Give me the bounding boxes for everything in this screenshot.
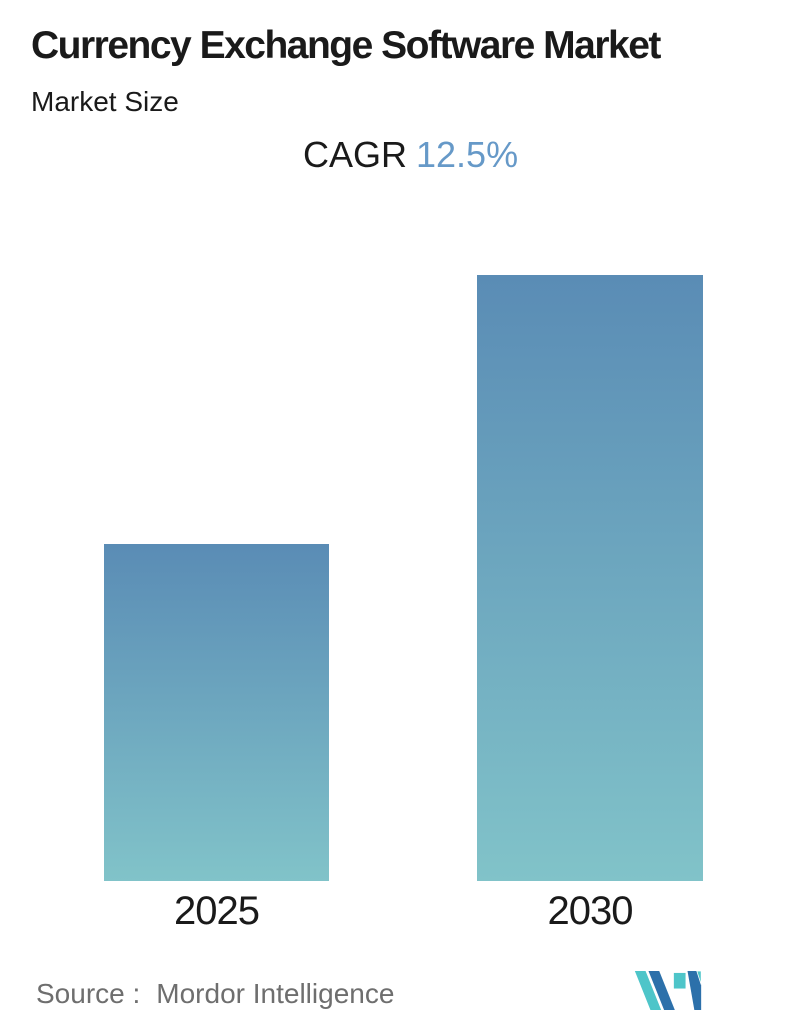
cagr-value: 12.5%: [416, 134, 519, 175]
logo-mid-blue-stroke: [648, 970, 675, 1010]
cagr-row: CAGR 12.5%: [303, 134, 518, 176]
cagr-label: CAGR: [303, 134, 408, 175]
mordor-intelligence-logo: [634, 970, 702, 1010]
chart-subtitle: Market Size: [31, 86, 179, 117]
logo-right-blue-stroke: [687, 970, 702, 1010]
bar-2030: [477, 275, 703, 881]
logo-right-teal-notch: [696, 970, 702, 985]
source-label: Source :: [36, 978, 141, 1009]
bar-label-2030: 2030: [547, 889, 634, 933]
logo-teal-square: [673, 972, 686, 989]
page-title: Currency Exchange Software Market: [31, 24, 661, 67]
bar-label-2025: 2025: [174, 889, 260, 933]
source-value: Mordor Intelligence: [156, 978, 395, 1009]
bar-2025: [104, 544, 329, 881]
logo-left-teal-stroke: [634, 970, 662, 1010]
source-row: Source : Mordor Intelligence: [36, 978, 394, 1010]
